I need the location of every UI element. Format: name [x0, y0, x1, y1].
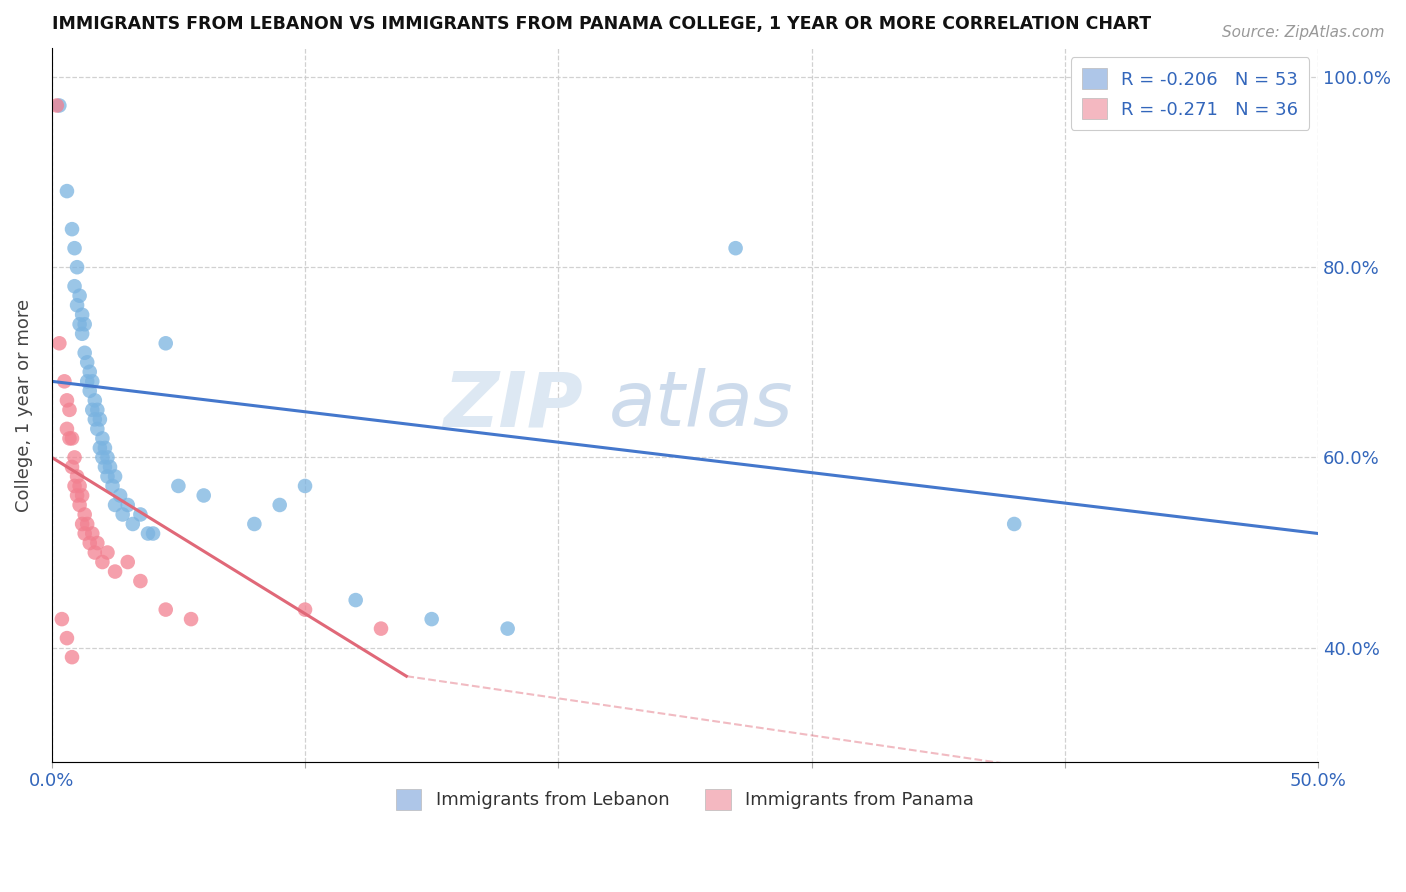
Point — [104, 469, 127, 483]
Point — [79, 365, 101, 379]
Point — [108, 488, 131, 502]
Point — [56, 422, 79, 436]
Point — [121, 516, 143, 531]
Point — [63, 479, 86, 493]
Point — [111, 508, 134, 522]
Point — [104, 565, 127, 579]
Point — [96, 545, 118, 559]
Point — [79, 536, 101, 550]
Point — [63, 279, 86, 293]
Point — [98, 459, 121, 474]
Point — [136, 526, 159, 541]
Point — [94, 441, 117, 455]
Point — [420, 612, 443, 626]
Point — [96, 450, 118, 465]
Point — [96, 469, 118, 483]
Point — [1002, 516, 1025, 531]
Point — [83, 412, 105, 426]
Point — [294, 479, 316, 493]
Text: atlas: atlas — [609, 368, 793, 442]
Point — [66, 469, 89, 483]
Point — [86, 422, 108, 436]
Point — [82, 526, 104, 541]
Point — [63, 450, 86, 465]
Point — [117, 498, 139, 512]
Point — [60, 431, 83, 445]
Point — [117, 555, 139, 569]
Point — [724, 241, 747, 255]
Point — [60, 459, 83, 474]
Point — [294, 602, 316, 616]
Point — [129, 574, 152, 588]
Point — [89, 412, 111, 426]
Point — [86, 402, 108, 417]
Point — [60, 222, 83, 236]
Point — [56, 631, 79, 645]
Point — [167, 479, 190, 493]
Point — [51, 612, 73, 626]
Point — [83, 393, 105, 408]
Point — [370, 622, 392, 636]
Point — [101, 479, 124, 493]
Point — [63, 241, 86, 255]
Point — [496, 622, 519, 636]
Point — [76, 375, 98, 389]
Point — [48, 98, 70, 112]
Point — [73, 508, 96, 522]
Point — [66, 298, 89, 312]
Point — [69, 318, 91, 332]
Point — [56, 393, 79, 408]
Point — [56, 184, 79, 198]
Point — [243, 516, 266, 531]
Point — [48, 336, 70, 351]
Point — [82, 402, 104, 417]
Point — [70, 488, 93, 502]
Y-axis label: College, 1 year or more: College, 1 year or more — [15, 299, 32, 512]
Point — [45, 98, 67, 112]
Point — [155, 336, 177, 351]
Point — [82, 375, 104, 389]
Point — [70, 326, 93, 341]
Point — [83, 545, 105, 559]
Point — [76, 355, 98, 369]
Point — [60, 650, 83, 665]
Point — [180, 612, 202, 626]
Point — [66, 488, 89, 502]
Point — [66, 260, 89, 275]
Point — [104, 498, 127, 512]
Point — [73, 318, 96, 332]
Legend: Immigrants from Lebanon, Immigrants from Panama: Immigrants from Lebanon, Immigrants from… — [388, 781, 981, 817]
Point — [89, 441, 111, 455]
Point — [129, 508, 152, 522]
Point — [69, 479, 91, 493]
Point — [53, 375, 76, 389]
Text: IMMIGRANTS FROM LEBANON VS IMMIGRANTS FROM PANAMA COLLEGE, 1 YEAR OR MORE CORREL: IMMIGRANTS FROM LEBANON VS IMMIGRANTS FR… — [52, 15, 1152, 33]
Point — [269, 498, 291, 512]
Point — [91, 450, 114, 465]
Point — [76, 516, 98, 531]
Point — [79, 384, 101, 398]
Point — [142, 526, 165, 541]
Point — [94, 459, 117, 474]
Point — [155, 602, 177, 616]
Point — [58, 402, 80, 417]
Point — [69, 289, 91, 303]
Point — [91, 555, 114, 569]
Point — [86, 536, 108, 550]
Point — [73, 526, 96, 541]
Point — [91, 431, 114, 445]
Point — [70, 516, 93, 531]
Point — [70, 308, 93, 322]
Point — [73, 346, 96, 360]
Text: ZIP: ZIP — [444, 368, 583, 442]
Text: Source: ZipAtlas.com: Source: ZipAtlas.com — [1222, 25, 1385, 40]
Point — [193, 488, 215, 502]
Point — [69, 498, 91, 512]
Point — [58, 431, 80, 445]
Point — [344, 593, 367, 607]
